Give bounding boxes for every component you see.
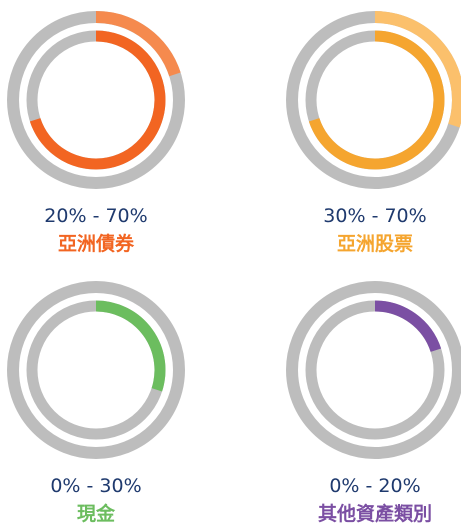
outer-track xyxy=(286,281,461,459)
max-arc xyxy=(374,300,442,353)
asset-name: 現金 xyxy=(77,502,116,525)
min-arc xyxy=(374,11,461,128)
outer-track xyxy=(7,281,185,459)
range-label: 20% - 70% xyxy=(44,205,147,227)
min-arc xyxy=(95,11,181,77)
max-arc xyxy=(95,300,166,392)
asset-name: 亞洲債券 xyxy=(58,232,135,255)
asset-name: 亞洲股票 xyxy=(337,233,413,255)
asset-name: 其他資產類別 xyxy=(318,502,432,525)
range-label: 0% - 20% xyxy=(329,475,420,497)
range-label: 0% - 30% xyxy=(50,475,141,497)
range-label: 30% - 70% xyxy=(323,205,426,227)
max-arc xyxy=(29,30,166,170)
max-arc xyxy=(308,30,445,170)
